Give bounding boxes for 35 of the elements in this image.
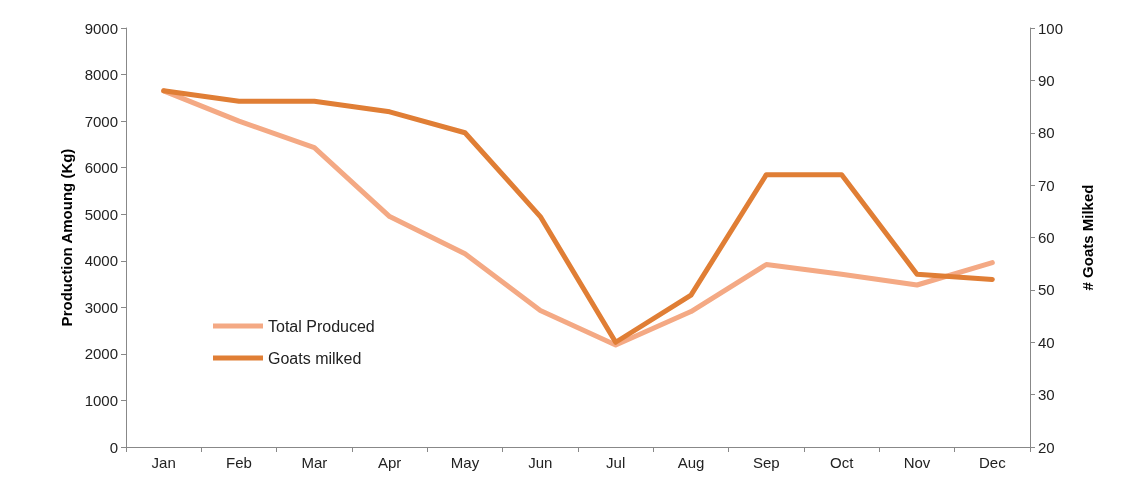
x-tick-label: Jun — [528, 454, 553, 471]
x-tick-label: Aug — [677, 454, 705, 471]
y-tick-label: 6000 — [84, 159, 118, 177]
y2-tick-label: 60 — [1038, 229, 1055, 246]
y2-tick-label: 100 — [1038, 19, 1064, 37]
x-tick-label: Sep — [752, 454, 780, 471]
y2-tick-label: 80 — [1038, 124, 1055, 142]
y-tick-label: 8000 — [84, 66, 118, 84]
y2-tick-label: 30 — [1038, 386, 1055, 404]
x-tick-label: Feb — [226, 454, 252, 471]
y-tick-label: 4000 — [84, 252, 118, 270]
y-tick-label: 5000 — [84, 205, 118, 223]
y-axis-title: Production Amoung (Kg) — [57, 148, 75, 327]
y-tick-label: 1000 — [84, 391, 118, 409]
legend-label: Total Produced — [268, 317, 375, 335]
y2-tick-label: 40 — [1038, 333, 1055, 351]
y-tick-label: 7000 — [84, 112, 118, 130]
y2-tick-label: 70 — [1038, 176, 1055, 194]
y-tick-label: 3000 — [84, 298, 118, 316]
y2-tick-label: 50 — [1038, 281, 1055, 299]
x-tick-label: Oct — [829, 454, 855, 471]
x-tick-label: Nov — [903, 454, 931, 471]
y-tick-label: 9000 — [84, 19, 118, 37]
y2-tick-label: 20 — [1038, 438, 1055, 456]
x-tick-label: Jul — [606, 454, 626, 471]
x-tick-label: Mar — [301, 454, 328, 471]
legend-label: Goats milked — [268, 349, 362, 367]
x-tick-label: May — [450, 454, 480, 471]
x-tick-label: Apr — [377, 454, 402, 471]
y2-axis-title: # Goats Milked — [1079, 184, 1096, 291]
x-tick-label: Dec — [978, 454, 1007, 471]
y2-tick-label: 90 — [1038, 71, 1055, 89]
y-tick-label: 2000 — [84, 345, 118, 363]
y-tick-label: 0 — [109, 438, 118, 456]
x-tick-label: Jan — [151, 454, 176, 471]
